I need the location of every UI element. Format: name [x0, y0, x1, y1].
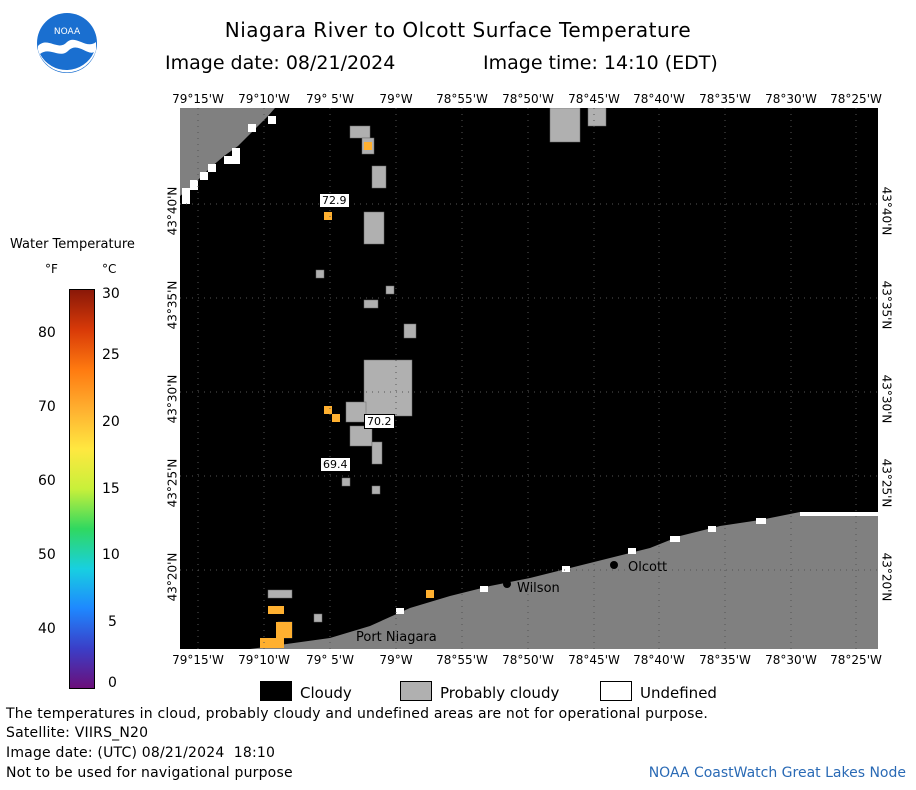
c-tick: 25 — [102, 347, 120, 363]
noaa-logo-text: NOAA — [54, 27, 81, 37]
probably-cloudy-patches — [267, 108, 607, 639]
satellite: Satellite: VIIRS_N20 — [6, 725, 149, 741]
lon-label: 78°50'W — [502, 653, 554, 667]
lat-label: 43°30'N — [879, 374, 894, 424]
f-tick: 80 — [38, 325, 56, 341]
f-tick: 60 — [38, 473, 56, 489]
lon-label: 78°25'W — [830, 653, 882, 667]
undefined-cell — [224, 156, 232, 164]
legend-title: Water Temperature — [10, 237, 135, 252]
lon-label: 78°55'W — [436, 92, 488, 106]
olcott-marker — [610, 561, 618, 569]
noaa-logo: NOAA — [37, 13, 97, 73]
lat-label: 43°40'N — [879, 186, 894, 236]
key-cloudy-swatch — [260, 681, 292, 701]
lat-label: 43°30'N — [165, 374, 180, 424]
c-tick: 15 — [102, 481, 120, 497]
undefined-cell — [200, 172, 208, 180]
lon-label: 79°15'W — [172, 653, 224, 667]
undefined-cell — [708, 526, 716, 532]
undefined-cell — [232, 148, 240, 164]
lon-label: 79°10'W — [238, 653, 290, 667]
page-title: Niagara River to Olcott Surface Temperat… — [224, 18, 692, 42]
lon-label: 78°40'W — [633, 92, 685, 106]
lon-label: 79°15'W — [172, 92, 224, 106]
temp-label: 69.4 — [320, 457, 351, 472]
node-credit: NOAA CoastWatch Great Lakes Node — [648, 765, 906, 781]
lat-label: 43°20'N — [879, 552, 894, 602]
f-tick: 50 — [38, 547, 56, 563]
undefined-strip — [800, 512, 878, 516]
lon-label: 79°W — [379, 653, 413, 667]
grid-lines — [180, 108, 878, 649]
lat-label: 43°25'N — [879, 458, 894, 508]
undefined-cell — [562, 566, 570, 572]
undefined-cell — [248, 124, 256, 132]
lat-label: 43°35'N — [879, 280, 894, 330]
lon-label: 78°35'W — [699, 92, 751, 106]
utc-date: Image date: (UTC) 08/21/2024 18:10 — [6, 745, 276, 761]
undefined-cell — [208, 164, 216, 172]
lon-label: 78°30'W — [765, 92, 817, 106]
image-date: Image date: 08/21/2024 — [165, 52, 396, 74]
lat-label: 43°35'N — [165, 280, 180, 330]
f-tick: 70 — [38, 399, 56, 415]
temp-label: 70.2 — [364, 414, 395, 429]
legend-unit-c: °C — [102, 262, 117, 276]
c-tick: 5 — [108, 614, 117, 630]
c-tick: 10 — [102, 547, 120, 563]
sst-warm-pixels — [260, 142, 434, 648]
f-tick: 40 — [38, 621, 56, 637]
map-panel — [180, 108, 878, 649]
temp-label: 72.9 — [319, 193, 350, 208]
nav-warning: Not to be used for navigational purpose — [6, 765, 293, 781]
c-tick: 20 — [102, 414, 120, 430]
lat-label: 43°25'N — [165, 458, 180, 508]
lon-label: 79° 5'W — [306, 653, 354, 667]
wilson-marker — [503, 580, 511, 588]
lat-label: 43°20'N — [165, 552, 180, 602]
undefined-cell — [396, 608, 404, 614]
lon-label: 79°10'W — [238, 92, 290, 106]
lon-label: 78°50'W — [502, 92, 554, 106]
color-scale-bar — [69, 289, 95, 689]
key-probably-cloudy-swatch — [400, 681, 432, 701]
lon-label: 78°55'W — [436, 653, 488, 667]
undefined-cell — [268, 116, 276, 124]
lon-label: 79° 5'W — [306, 92, 354, 106]
lon-label: 78°25'W — [830, 92, 882, 106]
place-olcott: Olcott — [628, 560, 668, 575]
place-port-niagara: Port Niagara — [356, 630, 437, 645]
key-cloudy-label: Cloudy — [300, 684, 352, 702]
undefined-cell — [480, 586, 488, 592]
c-tick: 0 — [108, 675, 117, 691]
key-probably-cloudy-label: Probably cloudy — [440, 684, 560, 702]
key-undefined-swatch — [600, 681, 632, 701]
c-tick: 30 — [102, 286, 120, 302]
key-undefined-label: Undefined — [640, 684, 717, 702]
land-us — [250, 512, 878, 649]
lon-label: 78°45'W — [568, 653, 620, 667]
lon-label: 78°40'W — [633, 653, 685, 667]
undefined-cell — [190, 180, 198, 190]
undefined-cell — [756, 518, 766, 524]
undefined-cell — [670, 536, 680, 542]
place-wilson: Wilson — [517, 581, 560, 596]
lat-label: 43°40'N — [165, 186, 180, 236]
lon-label: 78°45'W — [568, 92, 620, 106]
lon-label: 78°35'W — [699, 653, 751, 667]
undefined-cell — [628, 548, 636, 554]
lon-label: 78°30'W — [765, 653, 817, 667]
disclaimer: The temperatures in cloud, probably clou… — [6, 706, 709, 722]
undefined-cell — [182, 188, 190, 204]
lon-label: 79°W — [379, 92, 413, 106]
legend-unit-f: °F — [45, 262, 58, 276]
image-time: Image time: 14:10 (EDT) — [483, 52, 718, 74]
